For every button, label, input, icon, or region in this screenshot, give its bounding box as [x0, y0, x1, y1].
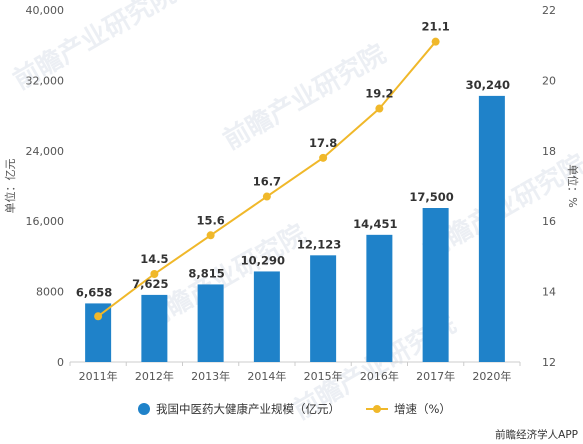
- source-text: 前瞻经济学人APP: [495, 428, 578, 441]
- line-point: [431, 37, 440, 46]
- bar: [310, 255, 337, 362]
- line-value-label: 15.6: [196, 213, 224, 227]
- bar: [85, 303, 112, 362]
- legend-line-marker: [373, 405, 381, 413]
- data-labels: 6,658 7,625 8,815 10,290 12,123 14,451 17,500 3…: [76, 20, 510, 300]
- x-tick-label: 2014年: [247, 369, 286, 383]
- bar-value-label: 6,658: [76, 285, 112, 299]
- x-tick-label: 2020年: [472, 369, 511, 383]
- y-tick-label: 32,000: [26, 74, 65, 87]
- bar-value-label: 8,815: [188, 266, 224, 280]
- bar: [141, 294, 168, 362]
- y-tick-label: 0: [57, 356, 64, 369]
- x-tick-label: 2011年: [79, 369, 118, 383]
- bar-series: [85, 95, 505, 362]
- legend-bar-label: 我国中医药大健康产业规模（亿元）: [156, 402, 340, 416]
- line-point: [262, 192, 271, 201]
- x-tick-label: 2017年: [416, 369, 455, 383]
- bar-value-label: 14,451: [353, 217, 397, 231]
- bar-value-label: 12,123: [297, 237, 341, 251]
- y-axis-title: 单位：亿元: [3, 159, 17, 214]
- y-tick-label: 16,000: [26, 215, 65, 228]
- line-series: [94, 37, 440, 321]
- bar-value-label: 17,500: [409, 190, 453, 204]
- bar-value-label: 10,290: [241, 253, 285, 267]
- line-value-label: 16.7: [253, 175, 281, 189]
- line-value-label: 19.2: [365, 87, 393, 101]
- y-tick-label: 8000: [36, 286, 64, 299]
- line-point: [150, 270, 159, 278]
- legend-line-label: 增速（%）: [394, 402, 451, 416]
- bar-value-label: 7,625: [132, 277, 168, 291]
- bar: [422, 208, 449, 362]
- bar: [253, 271, 280, 362]
- bar: [197, 284, 224, 362]
- line-value-label: 17.8: [309, 136, 337, 150]
- bar: [366, 234, 393, 362]
- y2-tick-label: 14: [542, 286, 556, 299]
- y2-axis-title: 单位：%: [566, 164, 580, 207]
- x-tick-label: 2015年: [304, 369, 343, 383]
- y2-tick-label: 20: [542, 74, 556, 87]
- y2-tick-label: 12: [542, 356, 556, 369]
- legend-bar-swatch: [138, 403, 150, 415]
- y2-tick-label: 22: [542, 4, 556, 17]
- line-value-label: 14.5: [140, 252, 168, 266]
- y2-tick-label: 18: [542, 145, 556, 158]
- x-tick-label: 2016年: [360, 369, 399, 383]
- line-point: [206, 231, 215, 240]
- y2-tick-label: 16: [542, 215, 556, 228]
- bar: [478, 95, 505, 362]
- line-point: [375, 104, 384, 113]
- bar-value-label: 30,240: [466, 78, 510, 92]
- line-point: [94, 312, 103, 321]
- line-point: [319, 153, 328, 162]
- y-tick-label: 24,000: [26, 145, 65, 158]
- x-tick-label: 2012年: [135, 369, 174, 383]
- legend: 我国中医药大健康产业规模（亿元） 增速（%）: [138, 402, 451, 416]
- y-tick-label: 40,000: [26, 4, 65, 17]
- axes: 0800016,00024,00032,00040,00012141618202…: [26, 4, 557, 383]
- line-value-label: 21.1: [421, 20, 449, 34]
- x-tick-label: 2013年: [191, 369, 230, 383]
